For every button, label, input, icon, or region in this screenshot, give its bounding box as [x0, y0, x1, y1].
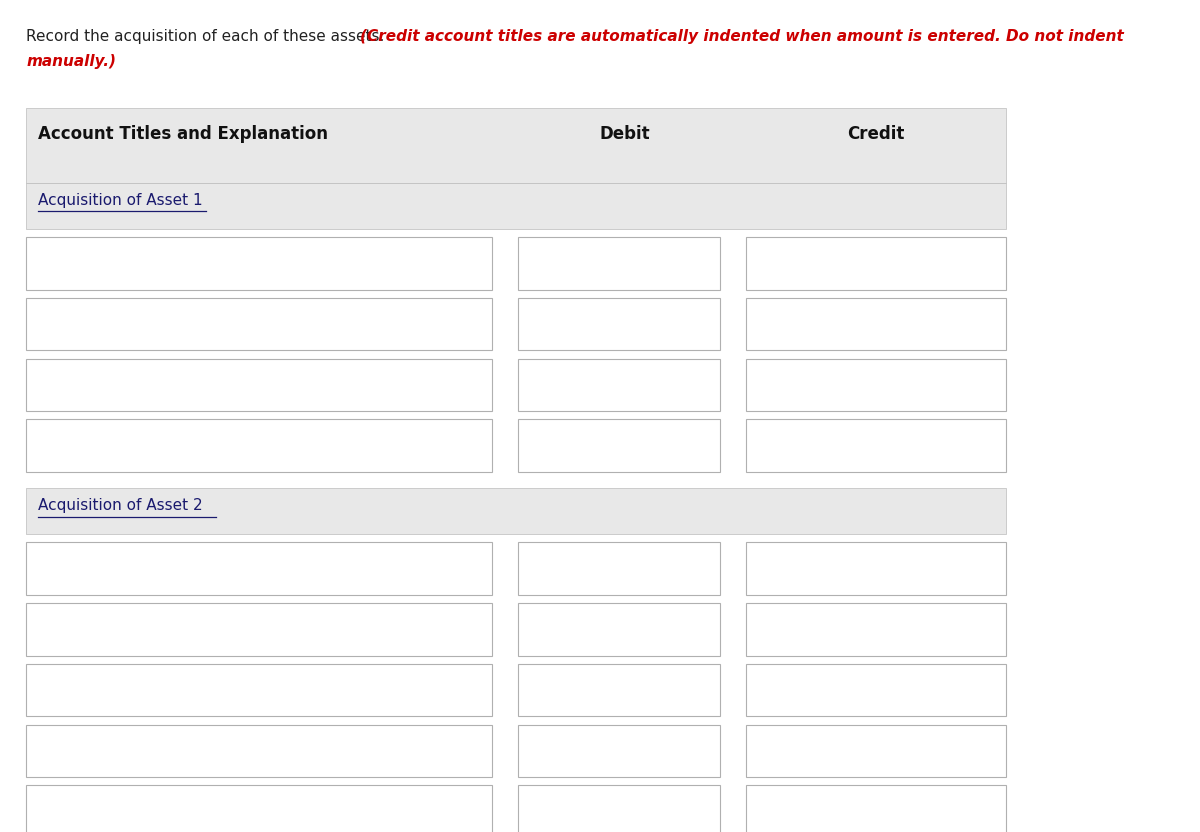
Text: Acquisition of Asset 2: Acquisition of Asset 2 [38, 498, 203, 513]
Text: Record the acquisition of each of these assets.: Record the acquisition of each of these … [26, 29, 390, 44]
Text: (Credit account titles are automatically indented when amount is entered. Do not: (Credit account titles are automatically… [360, 29, 1123, 44]
Text: Credit: Credit [847, 125, 905, 143]
Text: manually.): manually.) [26, 54, 116, 69]
Text: Account Titles and Explanation: Account Titles and Explanation [38, 125, 329, 143]
Text: Acquisition of Asset 1: Acquisition of Asset 1 [38, 193, 203, 208]
Text: Debit: Debit [600, 125, 650, 143]
